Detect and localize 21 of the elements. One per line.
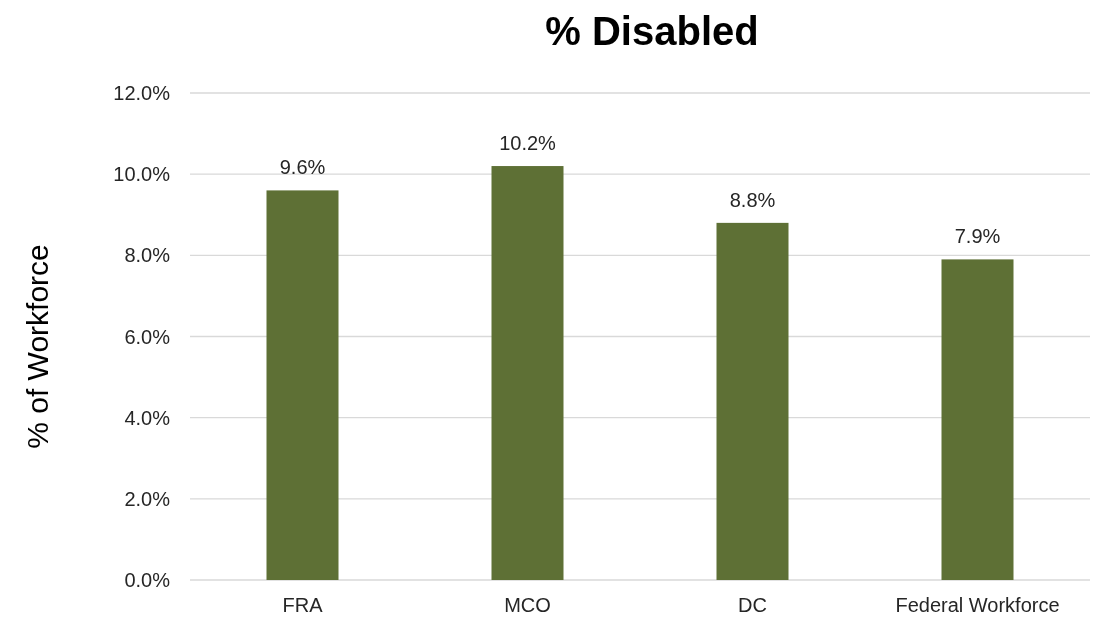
y-tick-label: 10.0%: [113, 163, 171, 186]
bar: [941, 259, 1014, 580]
bar: [716, 222, 789, 580]
y-tick-label: 8.0%: [124, 244, 171, 267]
bar: [266, 190, 339, 580]
data-label: 8.8%: [729, 188, 776, 211]
chart-title: % Disabled: [545, 9, 759, 53]
x-tick-label: DC: [738, 594, 767, 616]
y-tick-label: 12.0%: [113, 82, 171, 104]
x-tick-label: FRA: [282, 594, 324, 616]
bar: [491, 166, 564, 580]
y-tick-label: 2.0%: [124, 487, 171, 510]
y-axis-title: % of Workforce: [21, 244, 54, 449]
data-label: 10.2%: [499, 132, 557, 155]
y-tick-label: 0.0%: [124, 569, 171, 591]
data-label: 7.9%: [954, 225, 1001, 248]
y-tick-label: 6.0%: [124, 325, 171, 348]
data-label: 9.6%: [279, 156, 326, 179]
x-tick-label: Federal Workforce: [895, 594, 1060, 616]
y-tick-label: 4.0%: [124, 406, 171, 429]
x-tick-label: MCO: [504, 594, 551, 616]
